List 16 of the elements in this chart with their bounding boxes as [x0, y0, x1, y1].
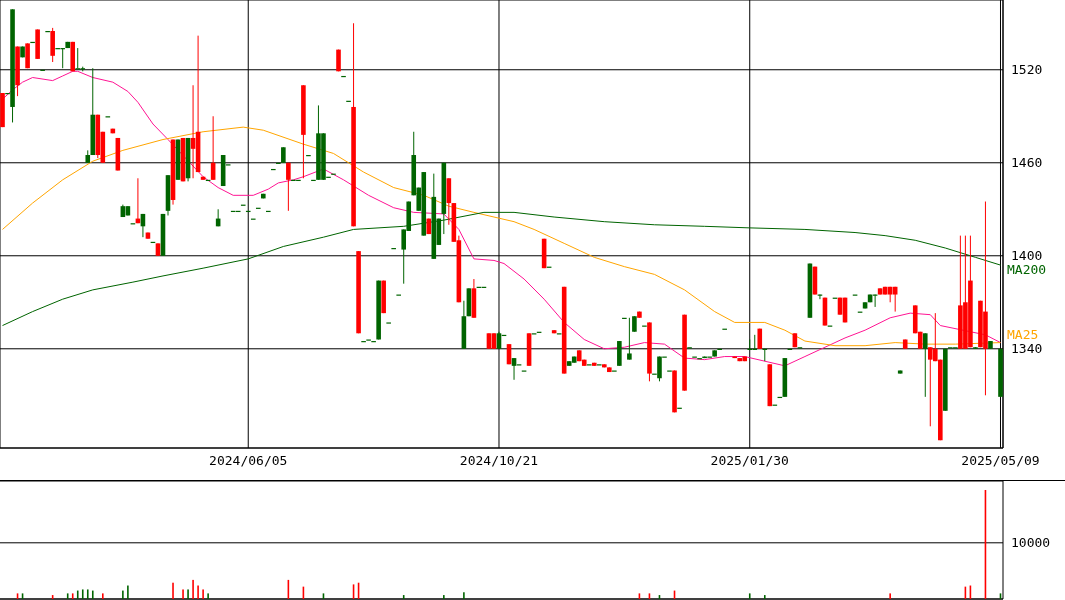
x-tick-label: 2024/10/21 [459, 453, 539, 469]
y-tick-label: 10000 [1011, 535, 1051, 551]
y-tick-label: 1460 [1011, 155, 1043, 171]
y-tick-label: 1340 [1011, 341, 1043, 357]
line-series [2, 70, 1001, 367]
x-tick-label: 2025/05/09 [961, 453, 1040, 469]
candlestick [627, 317, 632, 361]
x-tick-label: 2024/06/05 [209, 453, 288, 469]
x-tick-label: 2025/01/30 [710, 453, 789, 469]
series-label: MA200 [1007, 261, 1047, 278]
y-tick-label: 1520 [1011, 62, 1043, 78]
candlestick [286, 162, 291, 212]
y-tick-label: 1400 [1011, 248, 1043, 264]
series-label: MA25 [1007, 326, 1039, 343]
candlestick [922, 332, 928, 398]
line-series [2, 126, 1001, 347]
